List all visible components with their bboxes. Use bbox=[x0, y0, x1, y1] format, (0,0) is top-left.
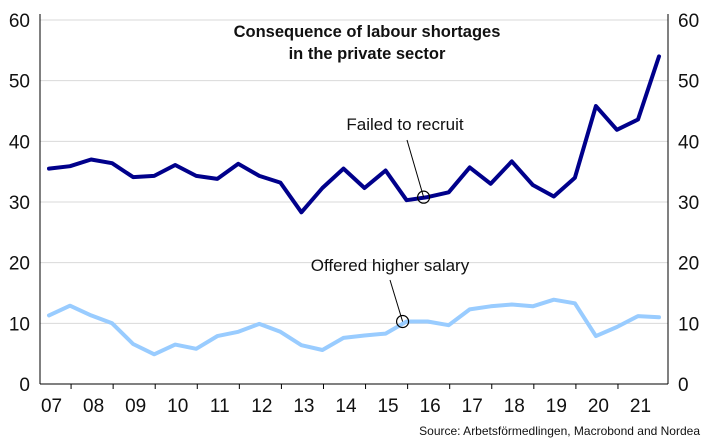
annotation-marker-failed-to-recruit bbox=[417, 190, 431, 204]
chart-title: Consequence of labour shortages in the p… bbox=[234, 23, 501, 63]
x-tick-label-09: 09 bbox=[125, 396, 146, 417]
x-tick-label-21: 21 bbox=[630, 396, 651, 417]
series-lines bbox=[47, 54, 661, 357]
y-tick-label-right-0: 0 bbox=[678, 375, 689, 396]
x-tick-label-16: 16 bbox=[420, 396, 441, 417]
y-tick-label-right-10: 10 bbox=[678, 314, 699, 335]
y-tick-label-left-30: 30 bbox=[9, 193, 30, 214]
annotation-label-failed-to-recruit: Failed to recruit bbox=[346, 115, 463, 134]
annotation-label-offered-higher-salary: Offered higher salary bbox=[311, 256, 470, 275]
annotation-leader-offered-higher-salary bbox=[389, 279, 404, 322]
x-tick-label-15: 15 bbox=[377, 396, 398, 417]
annotation-leader-failed-to-recruit bbox=[406, 139, 425, 198]
source-note: Source: Arbetsförmedlingen, Macrobond an… bbox=[419, 424, 700, 438]
chart-title-line-1: Consequence of labour shortages bbox=[234, 23, 501, 41]
y-tick-label-left-50: 50 bbox=[9, 72, 30, 93]
axes: 0 0 10 10 20 20 30 30 40 40 50 50 60 60 07 08 09 10 11 12 13… bbox=[9, 11, 699, 417]
y-tick-label-right-20: 20 bbox=[678, 254, 699, 275]
x-tick-label-19: 19 bbox=[546, 396, 567, 417]
y-tick-label-left-10: 10 bbox=[9, 314, 30, 335]
y-tick-label-left-60: 60 bbox=[9, 11, 30, 32]
x-tick-label-12: 12 bbox=[251, 396, 272, 417]
x-tick-label-14: 14 bbox=[335, 396, 357, 417]
annotation-marker-offered-higher-salary bbox=[395, 314, 410, 329]
y-tick-label-left-20: 20 bbox=[9, 254, 30, 275]
y-tick-label-left-40: 40 bbox=[9, 132, 30, 153]
x-tick-label-13: 13 bbox=[293, 396, 314, 417]
y-tick-label-left-0: 0 bbox=[19, 375, 30, 396]
annotations: Failed to recruit Offered higher salary bbox=[311, 115, 470, 329]
y-tick-label-right-50: 50 bbox=[678, 72, 699, 93]
x-tick-label-20: 20 bbox=[588, 396, 609, 417]
x-tick-label-18: 18 bbox=[504, 396, 525, 417]
series-line-offered-higher-salary bbox=[47, 297, 661, 357]
y-tick-label-right-40: 40 bbox=[678, 132, 699, 153]
x-tick-label-08: 08 bbox=[83, 396, 104, 417]
x-tick-label-10: 10 bbox=[167, 396, 188, 417]
gridlines bbox=[40, 19, 668, 324]
y-tick-label-right-30: 30 bbox=[678, 193, 699, 214]
x-tick-label-17: 17 bbox=[462, 396, 483, 417]
y-tick-label-right-60: 60 bbox=[678, 11, 699, 32]
x-tick-label-11: 11 bbox=[210, 396, 230, 417]
x-tick-label-07: 07 bbox=[41, 396, 62, 417]
chart-title-line-2: in the private sector bbox=[289, 45, 446, 63]
series-line-failed-to-recruit bbox=[47, 54, 661, 215]
